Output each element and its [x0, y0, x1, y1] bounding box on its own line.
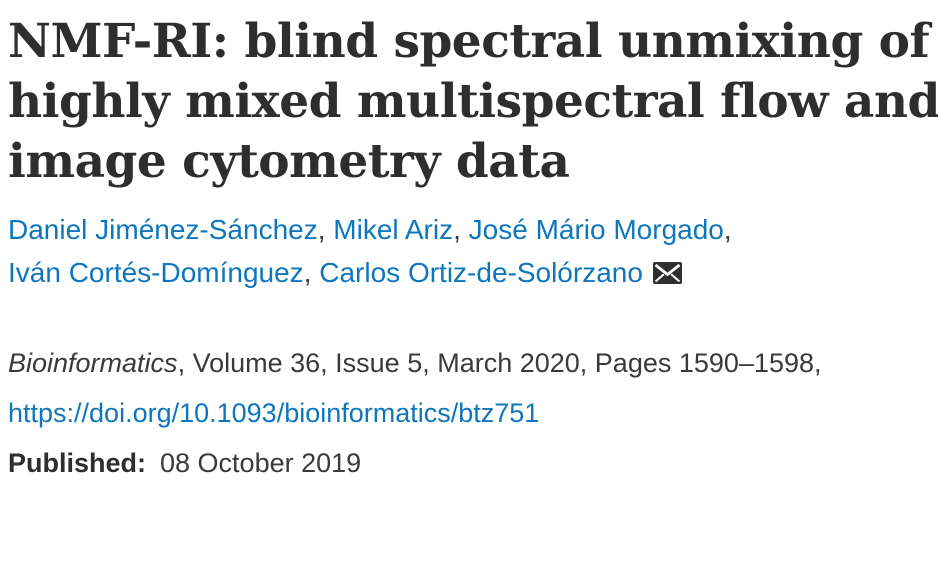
author-separator: , — [317, 214, 326, 245]
author-link[interactable]: Daniel Jiménez-Sánchez — [8, 214, 318, 245]
journal-name: Bioinformatics — [8, 348, 178, 378]
published-label: Published: — [8, 448, 147, 478]
envelope-icon — [652, 262, 682, 284]
citation-details: , Volume 36, Issue 5, March 2020, Pages … — [177, 348, 822, 378]
article-title-line: NMF-RI: blind spectral unmixing of — [8, 14, 930, 69]
author-line: Daniel Jiménez-Sánchez, Mikel Ariz, José… — [8, 208, 938, 251]
author-link[interactable]: Mikel Ariz — [333, 214, 454, 245]
doi-line: https://doi.org/10.1093/bioinformatics/b… — [8, 388, 938, 438]
author-line: Iván Cortés-Domínguez, Carlos Ortiz-de-S… — [8, 251, 938, 296]
article-title-line: highly mixed multispectral flow and — [8, 74, 938, 129]
published-line: Published: 08 October 2019 — [8, 438, 938, 488]
article-title-line: image cytometry data — [8, 134, 570, 189]
author-link[interactable]: José Mário Morgado — [468, 214, 724, 245]
author-separator: , — [723, 214, 732, 245]
author-list: Daniel Jiménez-Sánchez, Mikel Ariz, José… — [8, 208, 938, 296]
doi-link[interactable]: https://doi.org/10.1093/bioinformatics/b… — [8, 398, 540, 428]
article-header: NMF-RI: blind spectral unmixing of highl… — [8, 12, 938, 488]
published-date: 08 October 2019 — [160, 448, 362, 478]
author-link[interactable]: Iván Cortés-Domínguez — [8, 257, 304, 288]
author-separator: , — [453, 214, 461, 245]
citation-block: Bioinformatics, Volume 36, Issue 5, Marc… — [8, 338, 938, 488]
author-link[interactable]: Carlos Ortiz-de-Solórzano — [319, 257, 643, 288]
author-separator: , — [303, 257, 312, 288]
article-title: NMF-RI: blind spectral unmixing of highl… — [8, 12, 938, 192]
correspondence-email-link[interactable] — [652, 253, 682, 296]
citation-line: Bioinformatics, Volume 36, Issue 5, Marc… — [8, 338, 938, 388]
